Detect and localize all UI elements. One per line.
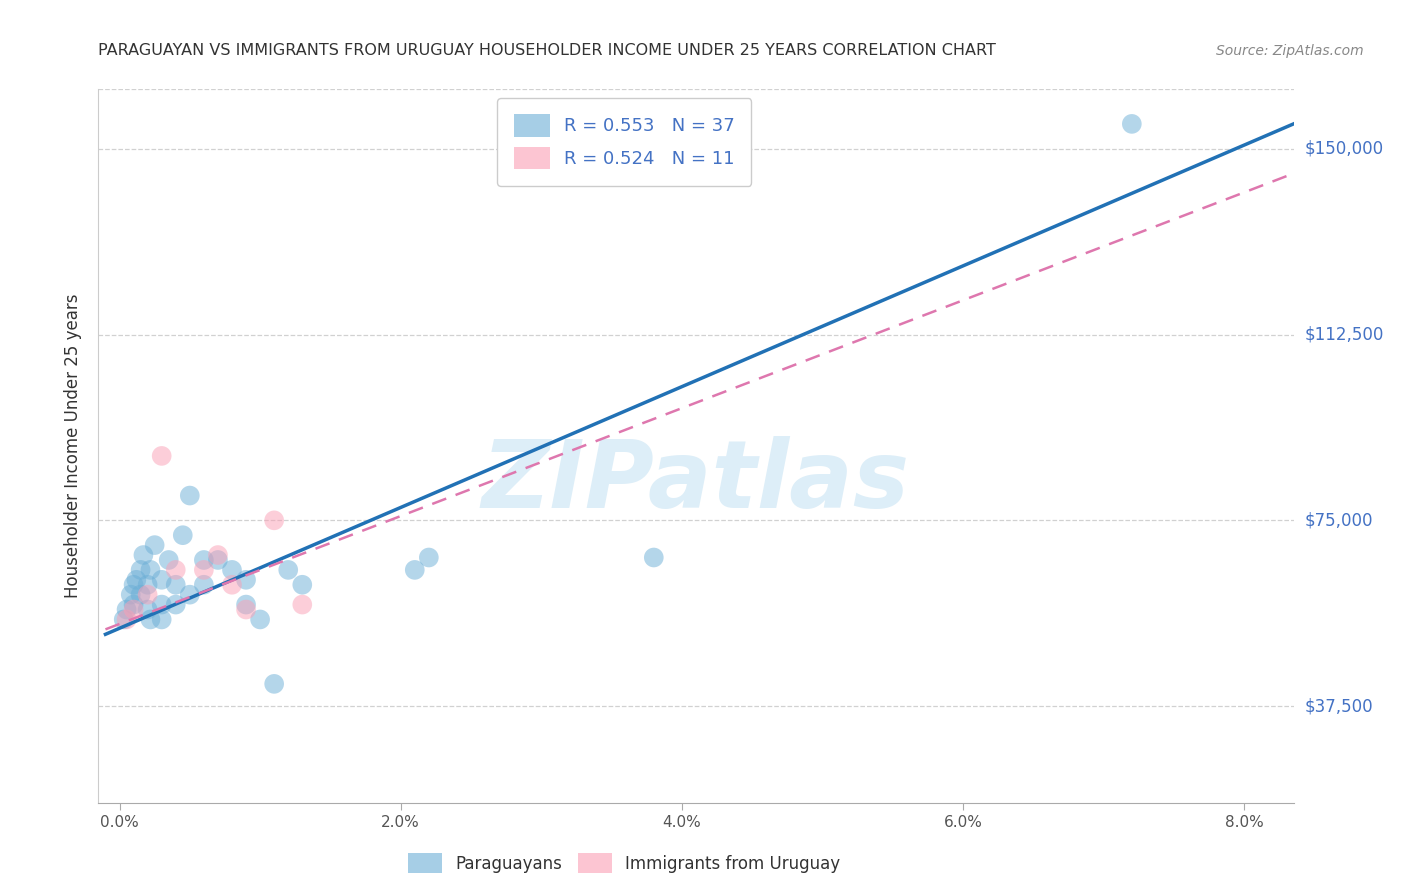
Point [150,598,173,612]
Text: ZIPatlas: ZIPatlas [482,435,910,528]
Point [193,563,215,577]
Point [263,677,285,691]
Point [207,553,229,567]
Point [221,578,243,592]
Text: Source: ZipAtlas.com: Source: ZipAtlas.com [1216,44,1364,58]
Point [143,538,166,552]
Point [125,573,148,587]
Point [165,578,187,592]
Point [291,578,314,592]
Point [150,612,173,626]
Point [136,588,159,602]
Point [115,602,138,616]
Point [404,563,426,577]
Point [221,563,243,577]
Point [172,528,194,542]
Point [150,449,173,463]
Point [122,578,145,592]
Point [120,588,142,602]
Point [139,612,162,626]
Point [129,588,152,602]
Point [112,612,135,626]
Point [132,548,155,562]
Point [291,598,314,612]
Point [157,553,180,567]
Text: $37,500: $37,500 [1305,698,1374,715]
Y-axis label: Householder Income Under 25 years: Householder Income Under 25 years [65,293,83,599]
Point [277,563,299,577]
Point [249,612,271,626]
Point [122,602,145,616]
Point [1121,117,1143,131]
Point [207,548,229,562]
Point [136,602,159,616]
Text: $112,500: $112,500 [1305,326,1384,343]
Point [643,550,665,565]
Point [165,563,187,577]
Point [235,598,257,612]
Point [193,578,215,592]
Point [193,553,215,567]
Point [129,563,152,577]
Point [179,489,201,503]
Point [115,612,138,626]
Point [139,563,162,577]
Point [263,513,285,527]
Point [235,573,257,587]
Point [179,588,201,602]
Text: PARAGUAYAN VS IMMIGRANTS FROM URUGUAY HOUSEHOLDER INCOME UNDER 25 YEARS CORRELAT: PARAGUAYAN VS IMMIGRANTS FROM URUGUAY HO… [98,43,997,58]
Point [418,550,440,565]
Point [150,573,173,587]
Legend: Paraguayans, Immigrants from Uruguay: Paraguayans, Immigrants from Uruguay [402,847,846,880]
Text: $75,000: $75,000 [1305,511,1374,529]
Point [122,598,145,612]
Point [136,578,159,592]
Point [165,598,187,612]
Text: $150,000: $150,000 [1305,140,1384,158]
Point [235,602,257,616]
